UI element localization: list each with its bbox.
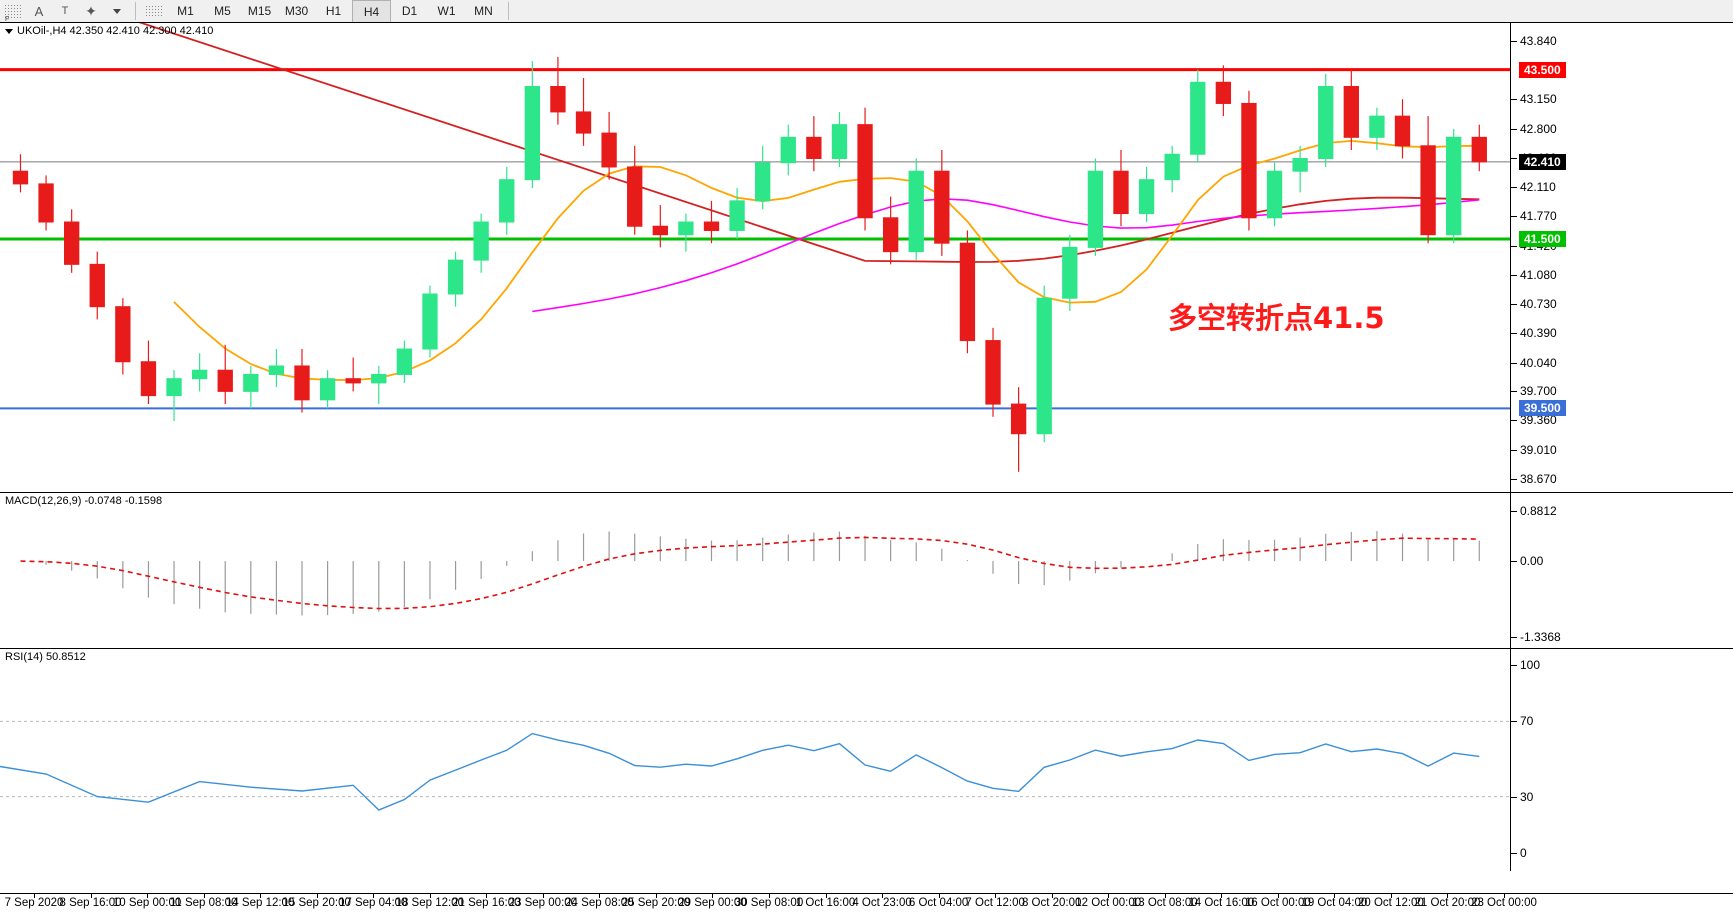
- price-axis[interactable]: 43.84043.15042.80042.46042.11041.77041.4…: [1510, 23, 1733, 492]
- time-axis-label: 23 Oct 00:00: [1471, 897, 1537, 909]
- rsi-pane[interactable]: RSI(14) 50.8512 100 70 30 0: [0, 649, 1733, 871]
- symbol-ohlc-text: UKOil-,H4 42.350 42.410 42.300 42.410: [17, 25, 214, 37]
- rsi-axis[interactable]: 100 70 30 0: [1510, 649, 1733, 871]
- timeframe-m15[interactable]: M15: [247, 4, 272, 18]
- price-axis-tick: [1511, 157, 1517, 159]
- macd-pane[interactable]: MACD(12,26,9) -0.0748 -0.1598 0.8812 0.00…: [0, 493, 1733, 649]
- macd-axis-label: -1.3368: [1520, 630, 1561, 644]
- rsi-header: RSI(14) 50.8512: [5, 651, 86, 663]
- chart-frame: UKOil-,H4 42.350 42.410 42.300 42.410 多空…: [0, 22, 1733, 916]
- collapse-arrow-icon[interactable]: [5, 28, 13, 34]
- price-axis-tick: [1511, 216, 1517, 218]
- rsi-axis-label: 70: [1520, 714, 1534, 729]
- price-axis-tick: [1511, 391, 1517, 393]
- timeframe-mn[interactable]: MN: [474, 4, 493, 18]
- time-axis-label: 7 Sep 2020: [4, 897, 64, 909]
- time-axis-label: 8 Oct 20:00: [1021, 897, 1082, 909]
- macd-axis-tick: [1511, 561, 1517, 563]
- pivot-tag[interactable]: 39.500: [1519, 400, 1566, 417]
- price-axis-tick: [1511, 40, 1517, 42]
- price-axis-tick: [1511, 449, 1517, 451]
- timeframe-m1[interactable]: M1: [177, 4, 194, 18]
- price-axis-tick: [1511, 362, 1517, 364]
- time-axis-label: 6 Oct 04:00: [908, 897, 969, 909]
- chart-annotation: 多空转折点41.5: [1168, 301, 1385, 336]
- price-axis-label: 43.150: [1520, 92, 1557, 107]
- toolbar-divider-2: [508, 2, 509, 20]
- price-axis-label: 39.360: [1520, 413, 1557, 428]
- support-tag[interactable]: 41.500: [1519, 230, 1566, 247]
- macd-axis-tick: [1511, 637, 1517, 638]
- price-axis-tick: [1511, 128, 1517, 130]
- top-toolbar: F A T ✦ M1 M5 M15 M30 H1 H4 D1 W1 MN: [0, 0, 1733, 23]
- price-axis-label: 39.010: [1520, 442, 1557, 457]
- price-axis-label: 40.040: [1520, 355, 1557, 370]
- rsi-axis-tick: [1511, 796, 1517, 798]
- crosshair-grid-icon-label: F: [5, 15, 10, 23]
- macd-axis-label: 0.8812: [1520, 504, 1557, 518]
- timeframe-h1[interactable]: H1: [325, 4, 342, 18]
- price-axis-tick: [1511, 187, 1517, 189]
- time-axis[interactable]: 7 Sep 2020 8 Sep 16:00 10 Sep 00:00 11 Sep …: [0, 893, 1733, 916]
- rsi-axis-tick: [1511, 721, 1517, 723]
- time-axis-label: 1 Oct 16:00: [795, 897, 856, 909]
- rsi-axis-tick: [1511, 853, 1517, 854]
- price-axis-tick: [1511, 245, 1517, 247]
- rsi-axis-label: 30: [1520, 789, 1534, 804]
- rsi-axis-label: 100: [1520, 658, 1541, 672]
- toolbar-divider: [135, 2, 136, 20]
- time-axis-label: 30 Sep 08:00: [734, 897, 804, 909]
- price-axis-label: 39.700: [1520, 384, 1557, 399]
- price-axis-tick: [1511, 478, 1517, 480]
- rsi-axis-tick: [1511, 665, 1517, 666]
- timeframe-m5[interactable]: M5: [214, 4, 231, 18]
- price-axis-label: 42.110: [1520, 180, 1556, 195]
- text-box-icon[interactable]: T: [61, 5, 69, 17]
- timeframe-m30[interactable]: M30: [284, 4, 309, 18]
- price-axis-label: 41.080: [1520, 267, 1557, 282]
- time-axis-label: 7 Oct 12:00: [965, 897, 1025, 909]
- symbol-header: UKOil-,H4 42.350 42.410 42.300 42.410: [5, 25, 213, 37]
- resistance-tag[interactable]: 43.500: [1519, 61, 1566, 78]
- price-axis-label: 43.840: [1520, 33, 1557, 48]
- price-axis-label: 42.800: [1520, 121, 1557, 136]
- text-label-icon[interactable]: A: [34, 3, 44, 19]
- timeframe-h4[interactable]: H4: [352, 0, 391, 22]
- crosshair-grid-icon[interactable]: F: [0, 1, 26, 23]
- price-plot-area[interactable]: [0, 23, 1510, 492]
- rsi-axis-label: 0: [1520, 846, 1527, 860]
- current-price-tag[interactable]: 42.410: [1519, 153, 1566, 170]
- price-axis-label: 41.770: [1520, 209, 1557, 224]
- objects-icon[interactable]: ✦: [85, 2, 97, 19]
- price-axis-label: 38.670: [1520, 471, 1557, 486]
- price-pane[interactable]: UKOil-,H4 42.350 42.410 42.300 42.410 多空…: [0, 23, 1733, 493]
- timeframe-w1[interactable]: W1: [437, 4, 456, 18]
- timeframe-group-handle[interactable]: [141, 1, 167, 21]
- macd-plot-area[interactable]: [0, 493, 1510, 648]
- price-axis-tick: [1511, 99, 1517, 101]
- price-axis-tick: [1511, 304, 1517, 306]
- price-axis-label: 40.730: [1520, 297, 1557, 312]
- macd-axis[interactable]: 0.8812 0.00 -1.3368: [1510, 493, 1733, 648]
- price-axis-tick: [1511, 420, 1517, 422]
- time-axis-label: 4 Oct 23:00: [852, 897, 912, 909]
- timeframe-d1[interactable]: D1: [401, 4, 418, 18]
- price-axis-tick: [1511, 332, 1517, 334]
- macd-axis-tick: [1511, 511, 1517, 512]
- macd-header: MACD(12,26,9) -0.0748 -0.1598: [5, 495, 163, 507]
- price-axis-label: 40.390: [1520, 325, 1557, 340]
- objects-dropdown-icon[interactable]: [104, 1, 130, 21]
- rsi-plot-area[interactable]: [0, 649, 1510, 871]
- macd-axis-label: 0.00: [1520, 554, 1544, 569]
- price-axis-tick: [1511, 274, 1517, 276]
